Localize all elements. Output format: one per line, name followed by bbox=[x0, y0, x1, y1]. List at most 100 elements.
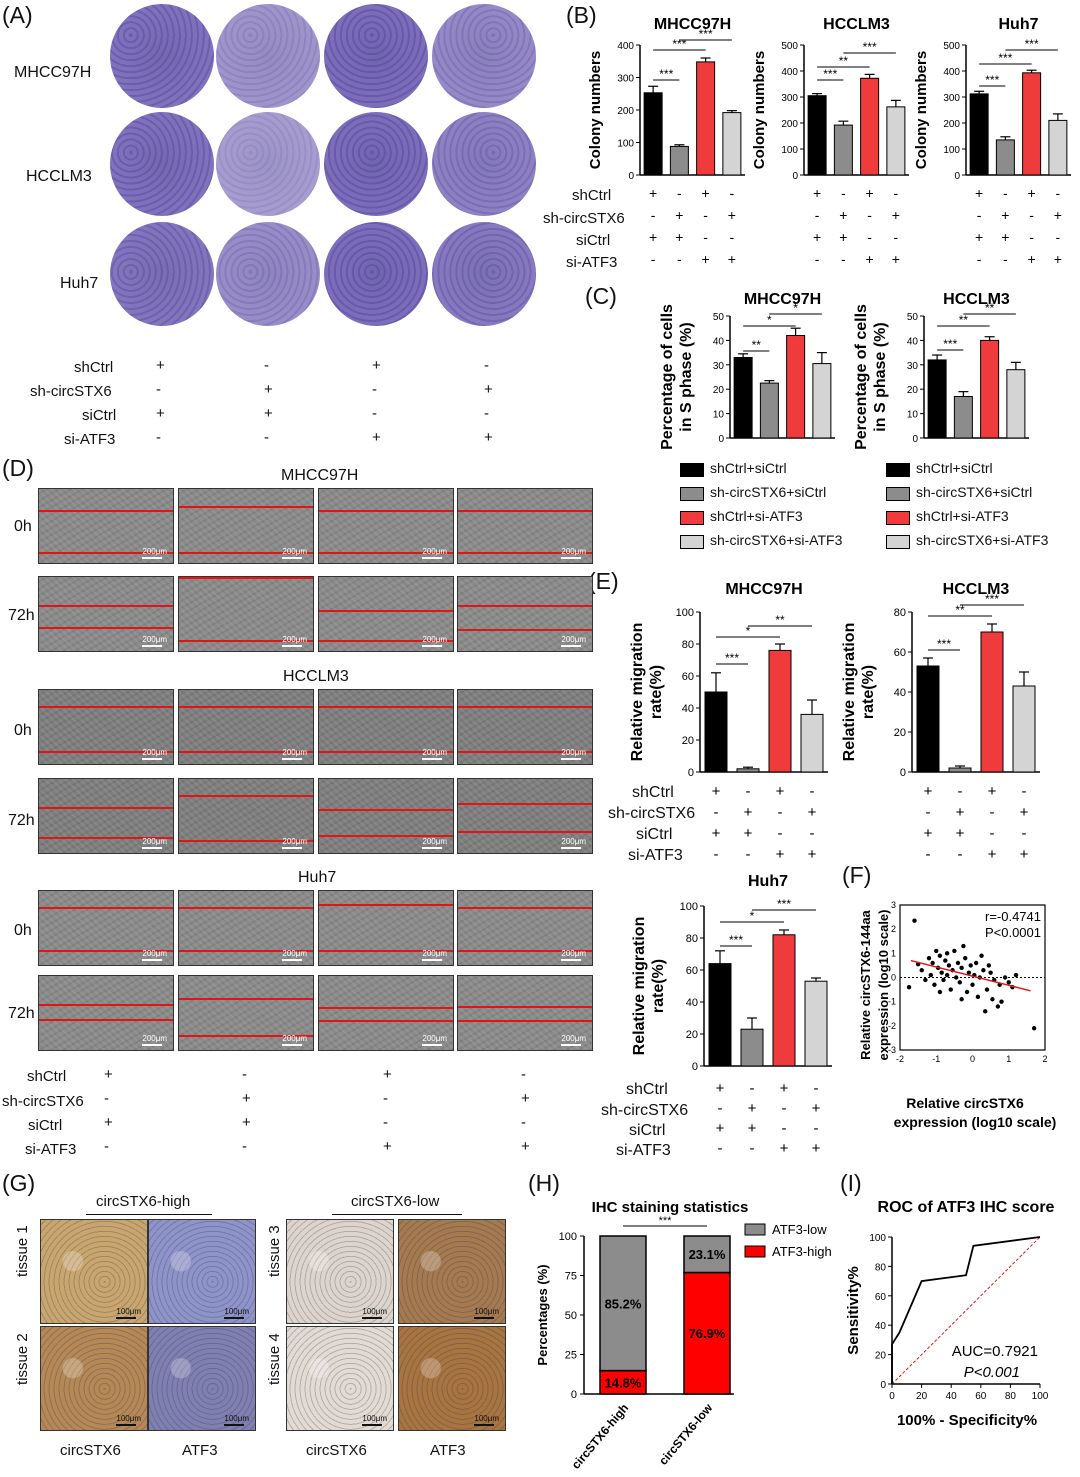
legend-swatch bbox=[886, 511, 910, 525]
cond-sign: + bbox=[156, 357, 165, 374]
colony-dish bbox=[216, 4, 320, 108]
bar bbox=[886, 106, 906, 176]
bar-label: 76.9% bbox=[689, 1326, 726, 1341]
colony-dish bbox=[324, 112, 428, 216]
chart-title: MHCC97H bbox=[654, 16, 731, 33]
cond-sign: - bbox=[484, 357, 489, 374]
cond-sign: - bbox=[242, 1066, 247, 1083]
p-label: P<0.001 bbox=[964, 1364, 1020, 1381]
bar bbox=[669, 145, 689, 176]
y-tick-label: 20 bbox=[713, 385, 725, 396]
ihc-photo: 100μm bbox=[398, 1326, 506, 1431]
cond-sign: + bbox=[104, 1114, 113, 1131]
wound-edge-line bbox=[39, 1004, 173, 1007]
y-tick-label: 0 bbox=[891, 973, 896, 983]
cond-label-shcirc: sh-circSTX6 bbox=[543, 210, 625, 227]
bar bbox=[1006, 369, 1026, 439]
scale-bar: 200μm bbox=[422, 1034, 447, 1046]
wound-edge-line bbox=[39, 750, 173, 753]
y-tick-label: 400 bbox=[943, 67, 960, 78]
y-tick-label: 300 bbox=[943, 93, 960, 104]
cond-sign: + bbox=[1054, 207, 1062, 223]
sig-label: *** bbox=[777, 897, 791, 911]
chart-title: HCCLM3 bbox=[943, 581, 1010, 598]
x-tick-label: 20 bbox=[916, 1391, 928, 1402]
y-tick-label: 400 bbox=[617, 41, 634, 52]
cond-sign: + bbox=[104, 1066, 113, 1083]
x-tick-label: circSTX6-low bbox=[656, 1400, 716, 1467]
scale-bar: 200μm bbox=[561, 837, 586, 849]
ihc-photo: 100μm bbox=[40, 1326, 148, 1431]
colony-dish bbox=[324, 222, 428, 326]
bar bbox=[708, 963, 732, 1067]
scatter-point bbox=[995, 1004, 1001, 1009]
cond-sign: + bbox=[744, 804, 753, 821]
cond-sign: - bbox=[383, 1090, 388, 1107]
cond-label-shctrl: shCtrl bbox=[572, 187, 612, 204]
wound-edge-line bbox=[179, 795, 313, 798]
y-axis-label: Colony numbers bbox=[913, 51, 930, 169]
bar bbox=[804, 980, 828, 1067]
bar bbox=[927, 359, 947, 439]
colony-dish bbox=[432, 222, 536, 326]
wound-edge-line bbox=[179, 950, 313, 953]
bar bbox=[980, 631, 1004, 773]
scratch-photo: 200μm bbox=[318, 890, 454, 966]
legend-swatch bbox=[886, 463, 910, 477]
scale-bar: 100μm bbox=[116, 1414, 141, 1426]
sig-label: * bbox=[793, 301, 798, 315]
cond-sign: - bbox=[926, 804, 931, 821]
panel-label-e: (E) bbox=[588, 568, 619, 594]
wound-edge-line bbox=[319, 610, 453, 613]
cond-sign: + bbox=[675, 229, 683, 245]
cond-sign: + bbox=[649, 185, 657, 201]
scatter-point bbox=[975, 994, 981, 1000]
cond-sign: - bbox=[778, 825, 783, 842]
scatter-point bbox=[923, 977, 928, 983]
cond-label-siatf3: si-ATF3 bbox=[628, 847, 683, 864]
bar bbox=[980, 339, 1000, 439]
legend-swatch bbox=[680, 487, 704, 501]
y-axis-label: Relative circSTX6-144aa bbox=[858, 909, 873, 1059]
cond-sign: - bbox=[867, 207, 872, 223]
bar bbox=[860, 77, 880, 176]
bar-segment-low bbox=[599, 1235, 647, 1372]
wound-edge-line bbox=[39, 950, 173, 953]
scale-bar: 200μm bbox=[561, 1034, 586, 1046]
scatter-point bbox=[944, 972, 950, 978]
col-label: ATF3 bbox=[430, 1442, 466, 1459]
y-tick-label: 60 bbox=[686, 965, 698, 977]
scale-bar: 200μm bbox=[282, 837, 307, 849]
scatter-point bbox=[912, 918, 917, 923]
cond-sign: + bbox=[716, 1080, 725, 1097]
wound-edge-line bbox=[458, 830, 592, 833]
cond-sign: + bbox=[866, 185, 874, 201]
bar bbox=[800, 713, 824, 773]
y-axis-label: Percentage of cells bbox=[853, 304, 870, 450]
y-tick-label: 0 bbox=[718, 434, 724, 445]
stat-p: P<0.0001 bbox=[985, 925, 1041, 940]
y-axis-label: rate(%) bbox=[650, 959, 667, 1013]
wound-edge-line bbox=[39, 706, 173, 709]
cond-label-sictrl: siCtrl bbox=[82, 407, 117, 424]
cond-sign: + bbox=[1001, 207, 1009, 223]
scratch-photo: 200μm bbox=[38, 689, 174, 765]
cond-sign: - bbox=[1029, 229, 1034, 245]
scratch-photo: 200μm bbox=[38, 975, 174, 1051]
cond-sign: - bbox=[815, 207, 820, 223]
cond-sign: - bbox=[718, 1100, 723, 1117]
wound-edge-line bbox=[39, 605, 173, 608]
scatter-point bbox=[955, 960, 961, 966]
cond-sign: + bbox=[808, 804, 817, 821]
y-axis-label: Percentages (%) bbox=[535, 1264, 550, 1365]
cond-sign: - bbox=[810, 783, 815, 800]
scatter-point bbox=[943, 958, 948, 963]
cond-sign: + bbox=[812, 1100, 821, 1117]
cond-sign: + bbox=[712, 825, 721, 842]
legend-label: sh-circSTX6+siCtrl bbox=[710, 484, 827, 500]
sig-label: ** bbox=[959, 313, 969, 327]
x-tick-label: 40 bbox=[946, 1391, 958, 1402]
cond-sign: - bbox=[1056, 229, 1061, 245]
panel-label-d: (D) bbox=[2, 455, 34, 481]
